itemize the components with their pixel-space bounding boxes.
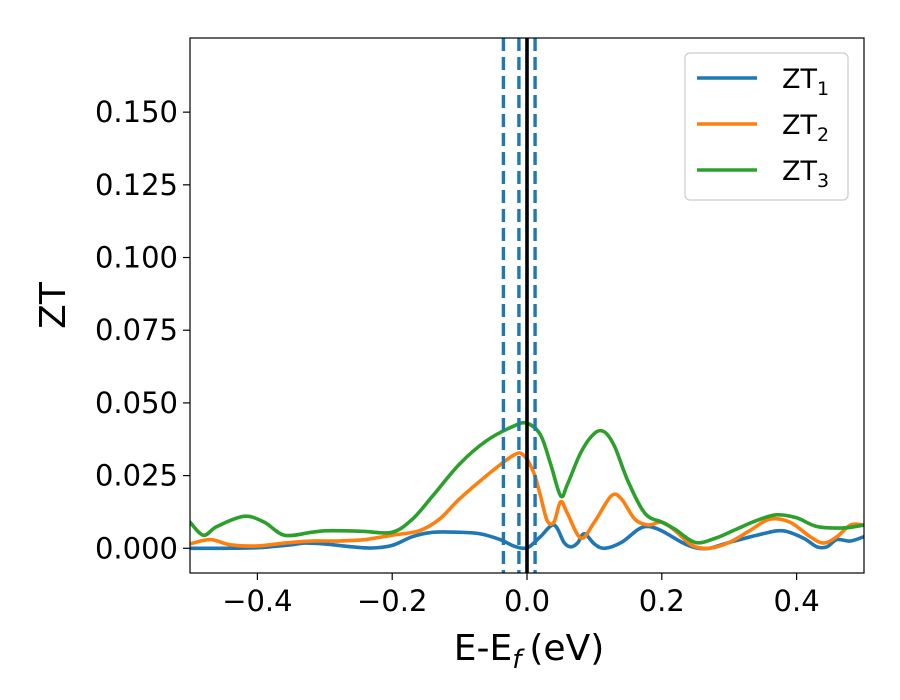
legend-label-1: ZT1 <box>782 64 829 100</box>
x-axis-title-unit: (eV) <box>529 628 604 669</box>
y-tick-label: 0.150 <box>95 95 178 129</box>
x-axis-title-main: E-E <box>454 628 512 669</box>
legend-box <box>684 52 849 201</box>
y-tick-label: 0.100 <box>95 241 178 275</box>
x-tick-label: 0.0 <box>504 584 550 618</box>
x-tick-label: 0.2 <box>639 584 685 618</box>
x-tick-label: 0.4 <box>774 584 820 618</box>
legend-label-2: ZT2 <box>782 110 829 146</box>
x-axis-title-subscript: f <box>512 645 525 675</box>
series-line-3 <box>190 420 864 545</box>
y-axis-title: ZT <box>33 281 74 329</box>
legend: ZT1 ZT2 ZT3 <box>684 52 849 201</box>
x-tick-label: −0.2 <box>357 584 427 618</box>
plot-area <box>190 38 864 573</box>
series-line-2 <box>190 451 864 551</box>
y-tick-label: 0.025 <box>95 459 178 493</box>
x-axis-title: E-Ef (eV) <box>454 628 605 675</box>
y-tick-label: 0.075 <box>95 313 178 347</box>
axes: −0.4 −0.2 0.0 0.2 0.4 0.000 0.025 0.050 0.075 0.1… <box>95 95 820 618</box>
legend-label-3: ZT3 <box>782 156 829 192</box>
x-tick-label: −0.4 <box>222 584 292 618</box>
y-tick-label: 0.000 <box>95 531 178 565</box>
series-line-1 <box>190 523 864 551</box>
y-tick-label: 0.050 <box>95 386 178 420</box>
y-tick-label: 0.125 <box>95 168 178 202</box>
